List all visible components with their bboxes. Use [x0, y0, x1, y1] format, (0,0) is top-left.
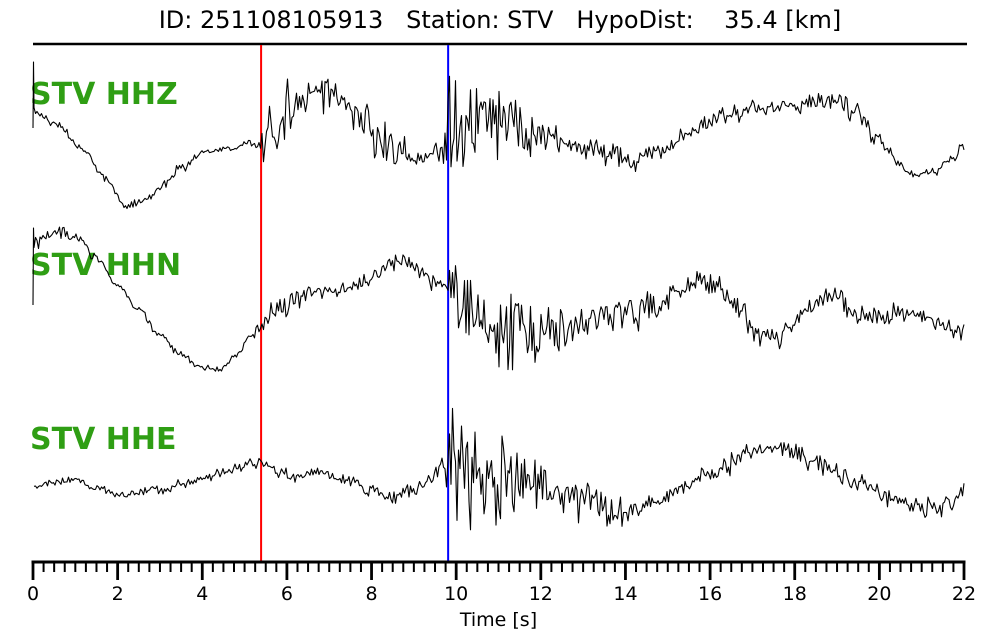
axis-tick-label: 14	[613, 583, 637, 605]
axis-tick-label: 20	[867, 583, 891, 605]
axis-tick-label: 4	[196, 583, 208, 605]
axis-tick-label: 22	[952, 583, 976, 605]
time-axis-title: Time [s]	[459, 609, 537, 631]
channel-label-hhz: STV HHZ	[30, 77, 178, 112]
axis-tick-label: 12	[529, 583, 553, 605]
waveform-trace-hhn	[32, 226, 965, 372]
axis-tick-label: 8	[365, 583, 377, 605]
axis-tick-label: 0	[27, 583, 39, 605]
waveform-trace-hhz	[32, 61, 965, 210]
waveform-trace-hhe	[33, 407, 965, 531]
channel-label-hhe: STV HHE	[30, 422, 176, 457]
figure-title: ID: 251108105913 Station: STV HypoDist: …	[158, 6, 842, 34]
axis-tick-label: 2	[112, 583, 124, 605]
axis-tick-label: 16	[698, 583, 722, 605]
axis-tick-label: 18	[783, 583, 807, 605]
axis-tick-label: 10	[444, 583, 468, 605]
channel-label-hhn: STV HHN	[30, 248, 181, 283]
axis-tick-label: 6	[281, 583, 293, 605]
